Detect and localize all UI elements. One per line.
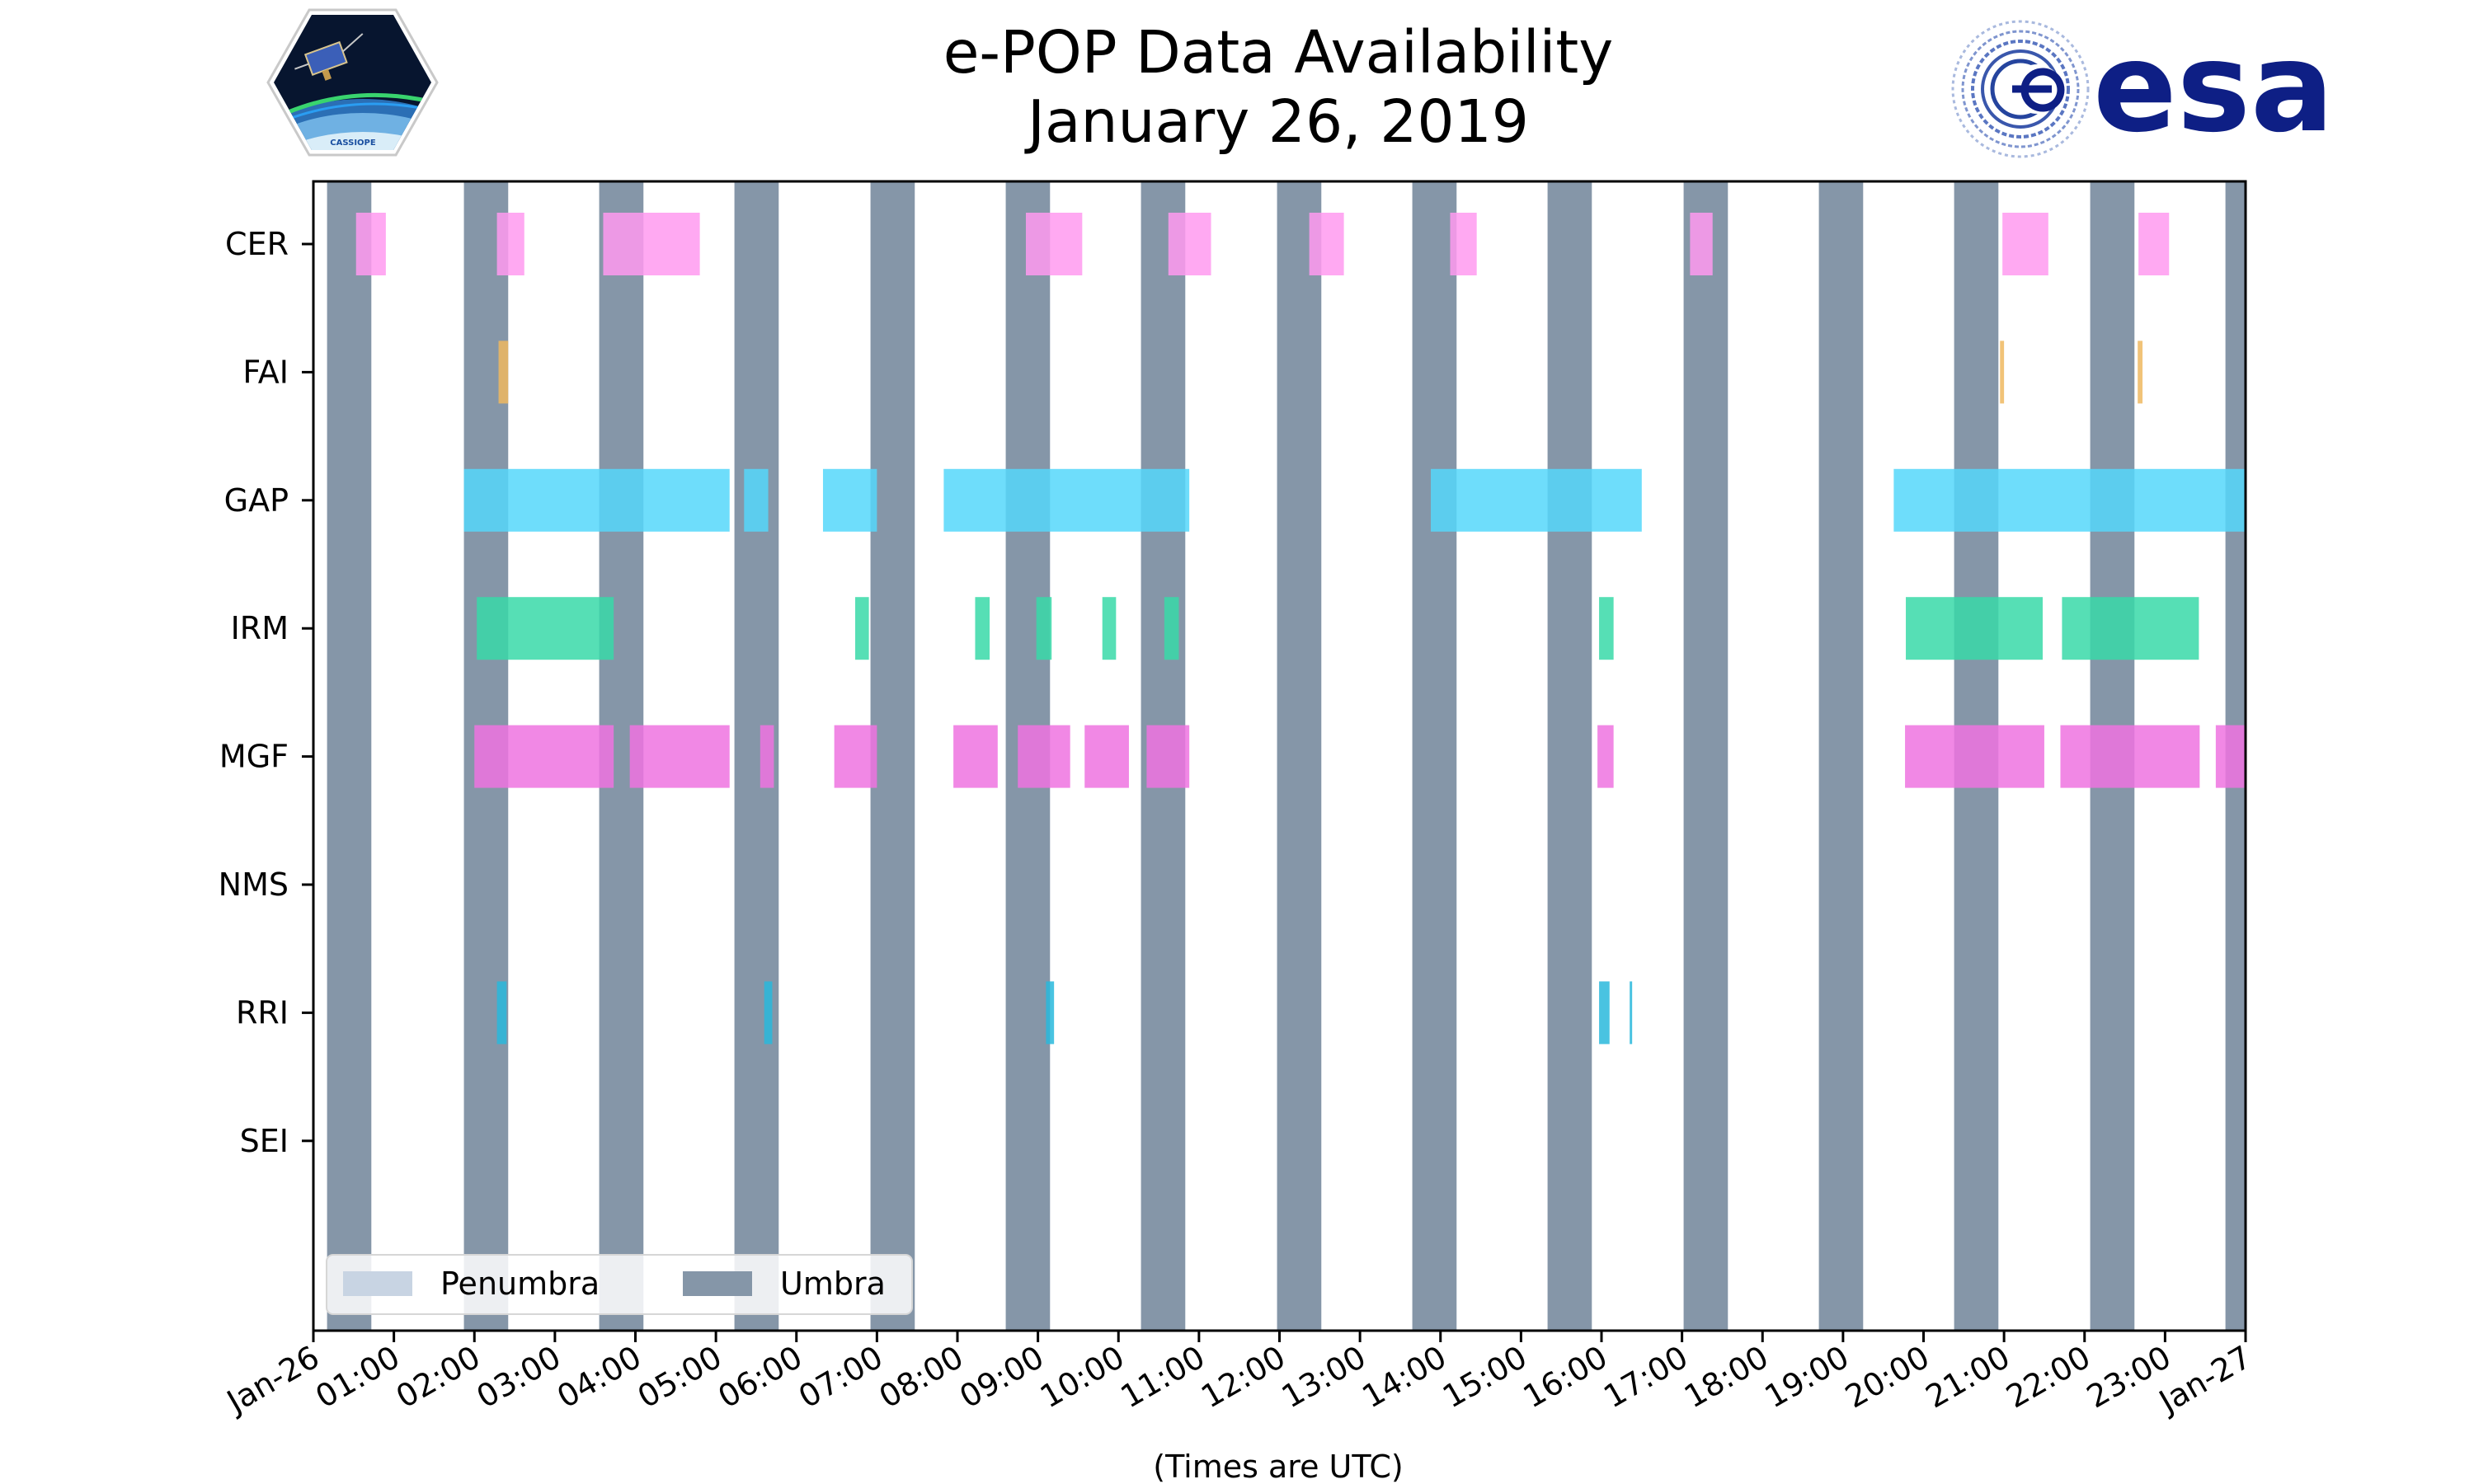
x-tick-label-14: 14:00 [1356, 1339, 1452, 1416]
x-tick-label-2: 02:00 [390, 1339, 487, 1416]
segment-irm-8 [2062, 597, 2199, 660]
y-tick-label-sei: SEI [240, 1123, 289, 1159]
segment-cer-2 [603, 213, 700, 275]
x-tick-label-15: 15:00 [1437, 1339, 1533, 1416]
segment-rri-1 [764, 981, 773, 1045]
x-tick-label-13: 13:00 [1276, 1339, 1372, 1416]
segment-cer-3 [1025, 213, 1083, 275]
segment-cer-8 [2002, 213, 2048, 275]
segment-irm-4 [1102, 597, 1117, 660]
esa-logo: esa [1951, 16, 2334, 160]
umbra-band-0 [327, 181, 372, 1331]
segment-rri-3 [1599, 981, 1610, 1045]
x-tick-label-12: 12:00 [1195, 1339, 1291, 1416]
segment-rri-2 [1046, 981, 1055, 1045]
legend: Penumbra Umbra [326, 1254, 913, 1315]
segment-cer-7 [1690, 213, 1713, 275]
segment-gap-0 [463, 468, 730, 532]
y-tick-label-rri: RRI [236, 994, 289, 1031]
segment-cer-4 [1168, 213, 1211, 275]
segment-mgf-5 [1018, 725, 1070, 788]
segment-gap-2 [822, 468, 877, 532]
x-axis-label: (Times are UTC) [1153, 1449, 1403, 1484]
segment-gap-3 [943, 468, 1190, 532]
segment-cer-1 [496, 213, 524, 275]
x-tick-label-20: 20:00 [1839, 1339, 1935, 1416]
segment-gap-4 [1431, 468, 1642, 532]
segment-mgf-10 [2060, 725, 2200, 788]
segment-rri-0 [496, 981, 507, 1045]
x-tick-label-22: 22:00 [2000, 1339, 2096, 1416]
x-tick-label-17: 17:00 [1597, 1339, 1694, 1416]
segment-irm-6 [1599, 597, 1614, 660]
x-tick-label-6: 06:00 [712, 1339, 808, 1416]
x-tick-label-4: 04:00 [551, 1339, 647, 1416]
x-tick-label-18: 18:00 [1678, 1339, 1775, 1416]
y-tick-label-mgf: MGF [219, 739, 289, 775]
segment-mgf-6 [1084, 725, 1129, 788]
legend-swatch-penumbra [343, 1271, 412, 1296]
y-tick-label-irm: IRM [231, 610, 289, 646]
legend-label-umbra: Umbra [780, 1266, 886, 1302]
segment-mgf-8 [1597, 725, 1614, 788]
segment-gap-1 [744, 468, 769, 532]
segment-cer-0 [355, 213, 386, 275]
segment-irm-2 [975, 597, 990, 660]
x-tick-label-0: Jan-26 [219, 1339, 325, 1421]
legend-box [326, 1254, 913, 1315]
segment-irm-1 [855, 597, 869, 660]
cassiope-logo-text: CASSIOPE [330, 139, 376, 148]
segment-mgf-0 [474, 725, 614, 788]
umbra-band-9 [1547, 181, 1592, 1331]
umbra-band-11 [1818, 181, 1864, 1331]
x-tick-label-7: 07:00 [793, 1339, 889, 1416]
segment-cer-9 [2138, 213, 2170, 275]
x-tick-label-10: 10:00 [1034, 1339, 1131, 1416]
chart-subtitle: January 26, 2019 [1024, 87, 1529, 156]
y-tick-label-nms: NMS [219, 866, 289, 903]
segment-cer-6 [1450, 213, 1477, 275]
legend-label-penumbra: Penumbra [440, 1266, 600, 1302]
x-tick-label-8: 08:00 [873, 1339, 970, 1416]
x-tick-label-9: 09:00 [953, 1339, 1050, 1416]
x-tick-label-16: 16:00 [1517, 1339, 1614, 1416]
segment-cer-5 [1309, 213, 1344, 275]
x-tick-label-11: 11:00 [1115, 1339, 1211, 1416]
segment-mgf-3 [834, 725, 877, 788]
segment-fai-0 [498, 340, 509, 404]
esa-logo-text: esa [2093, 16, 2334, 160]
esa-logo-emblem [1951, 20, 2090, 158]
chart-title: e-POP Data Availability [943, 18, 1613, 87]
segment-irm-3 [1036, 597, 1052, 660]
y-tick-label-gap: GAP [224, 482, 289, 519]
segment-irm-7 [1906, 597, 2043, 660]
y-tick-label-cer: CER [225, 226, 289, 262]
y-tick-label-fai: FAI [242, 354, 289, 390]
umbra-band-10 [1683, 181, 1729, 1331]
segment-rri-4 [1630, 981, 1633, 1045]
x-tick-label-24: Jan-27 [2152, 1339, 2257, 1421]
segment-fai-1 [2000, 340, 2005, 404]
segment-irm-5 [1164, 597, 1179, 660]
x-tick-label-5: 05:00 [632, 1339, 728, 1416]
segment-fai-2 [2138, 340, 2143, 404]
segment-mgf-11 [2215, 725, 2246, 788]
segment-mgf-1 [629, 725, 730, 788]
x-tick-label-21: 21:00 [1920, 1339, 2016, 1416]
umbra-band-7 [1277, 181, 1322, 1331]
segment-irm-0 [477, 597, 614, 660]
segment-gap-5 [1893, 468, 2246, 532]
umbra-band-8 [1412, 181, 1457, 1331]
segment-mgf-7 [1146, 725, 1190, 788]
segment-mgf-4 [953, 725, 998, 788]
x-tick-label-19: 19:00 [1759, 1339, 1856, 1416]
umbra-band-4 [870, 181, 915, 1331]
legend-swatch-umbra [683, 1271, 752, 1296]
x-tick-label-3: 03:00 [471, 1339, 567, 1416]
segment-mgf-9 [1905, 725, 2044, 788]
x-tick-label-1: 01:00 [309, 1339, 406, 1416]
segment-mgf-2 [760, 725, 774, 788]
